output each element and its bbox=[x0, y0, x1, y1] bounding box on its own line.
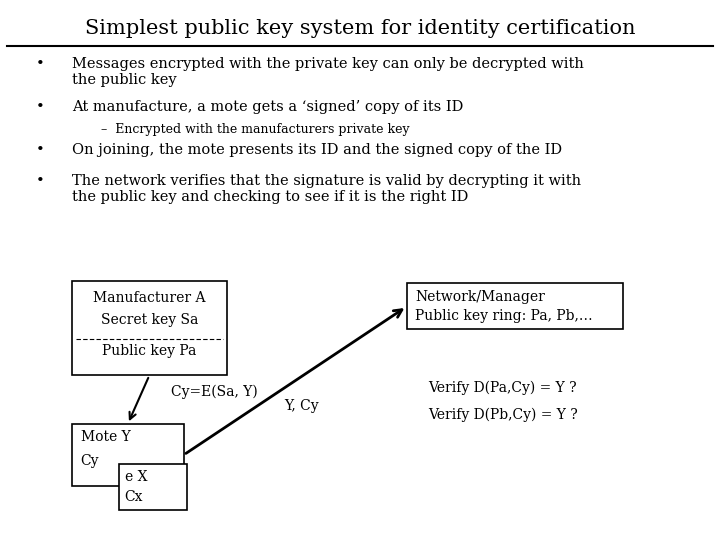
Text: Cy=E(Sa, Y): Cy=E(Sa, Y) bbox=[171, 384, 258, 399]
Bar bbox=[407, 284, 623, 329]
Text: Messages encrypted with the private key can only be decrypted with
the public ke: Messages encrypted with the private key … bbox=[72, 57, 584, 87]
Text: •: • bbox=[36, 57, 45, 71]
Bar bbox=[72, 281, 227, 375]
Bar bbox=[72, 424, 184, 486]
Text: Mote Y: Mote Y bbox=[81, 430, 130, 444]
Text: At manufacture, a mote gets a ‘signed’ copy of its ID: At manufacture, a mote gets a ‘signed’ c… bbox=[72, 100, 464, 114]
Bar bbox=[119, 464, 187, 510]
Text: Cx: Cx bbox=[125, 490, 143, 504]
Text: Public key ring: Pa, Pb,…: Public key ring: Pa, Pb,… bbox=[415, 309, 593, 323]
Text: •: • bbox=[36, 174, 45, 188]
Text: Cy: Cy bbox=[81, 454, 99, 468]
Text: Y, Cy: Y, Cy bbox=[284, 399, 319, 413]
Text: Manufacturer A: Manufacturer A bbox=[93, 291, 206, 305]
Text: Verify D(Pb,Cy) = Y ?: Verify D(Pb,Cy) = Y ? bbox=[428, 408, 578, 422]
Text: Secret key Sa: Secret key Sa bbox=[101, 313, 198, 327]
Text: On joining, the mote presents its ID and the signed copy of the ID: On joining, the mote presents its ID and… bbox=[72, 143, 562, 157]
Text: The network verifies that the signature is valid by decrypting it with
the publi: The network verifies that the signature … bbox=[72, 174, 581, 204]
Text: •: • bbox=[36, 100, 45, 114]
Text: Verify D(Pa,Cy) = Y ?: Verify D(Pa,Cy) = Y ? bbox=[428, 381, 577, 395]
Text: Public key Pa: Public key Pa bbox=[102, 344, 197, 357]
Text: e X: e X bbox=[125, 470, 147, 484]
Text: Simplest public key system for identity certification: Simplest public key system for identity … bbox=[85, 19, 635, 38]
Text: –  Encrypted with the manufacturers private key: – Encrypted with the manufacturers priva… bbox=[101, 123, 410, 136]
Text: Network/Manager: Network/Manager bbox=[415, 290, 545, 304]
Text: •: • bbox=[36, 143, 45, 157]
